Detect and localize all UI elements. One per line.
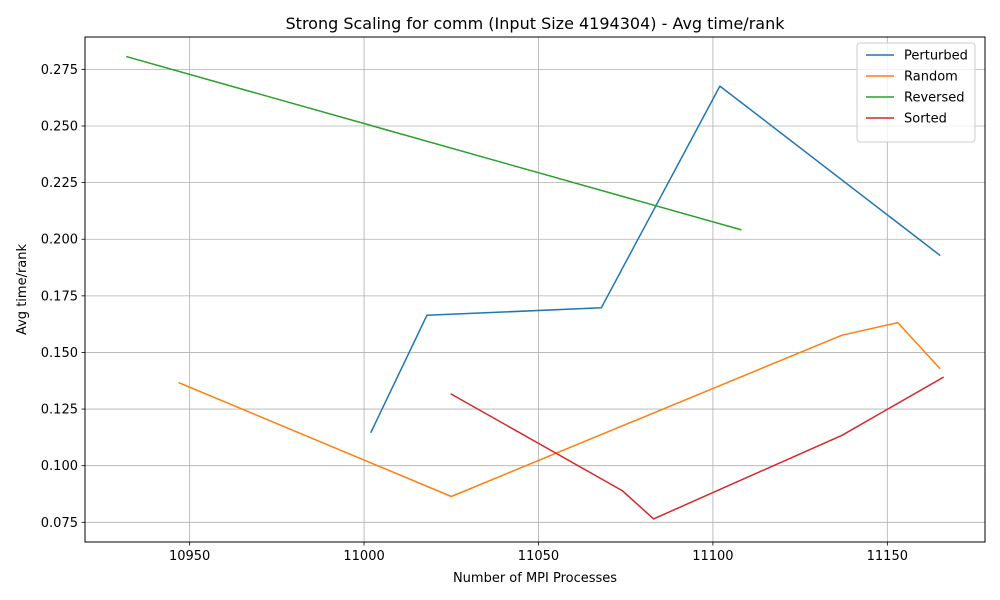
y-tick-label: 0.275 [41,63,78,78]
grid [85,37,985,542]
x-axis-label: Number of MPI Processes [453,571,617,586]
plot-frame [84,36,986,543]
y-tick-label: 0.075 [41,516,78,531]
y-tick-label: 0.225 [41,176,78,191]
x-tick-label: 11000 [343,549,384,564]
legend-label-random: Random [904,70,958,85]
y-tick-label: 0.100 [41,459,78,474]
series-line-random [178,321,941,498]
legend-label-perturbed: Perturbed [904,49,968,64]
series-lines [125,55,945,520]
legend: Perturbed Random Reversed Sorted [856,42,976,143]
legend-label-sorted: Sorted [904,112,947,127]
axis-ticks: 10950 11000 11050 11100 11150 0.075 0.100 0.125… [41,63,908,564]
y-tick-label: 0.125 [41,403,78,418]
x-tick-label: 11100 [692,549,733,564]
y-tick-label: 0.150 [41,346,78,361]
y-tick-label: 0.175 [41,289,78,304]
legend-label-reversed: Reversed [904,91,965,106]
x-tick-label: 10950 [169,549,210,564]
series-line-perturbed [369,85,941,434]
chart-title: Strong Scaling for comm (Input Size 4194… [286,14,786,33]
series-line-reversed [125,55,742,231]
x-tick-label: 11150 [867,549,908,564]
y-tick-label: 0.250 [41,119,78,134]
y-tick-label: 0.200 [41,233,78,248]
x-tick-label: 11050 [518,549,559,564]
series-line-sorted [450,376,945,520]
y-axis-label: Avg time/rank [15,244,30,336]
